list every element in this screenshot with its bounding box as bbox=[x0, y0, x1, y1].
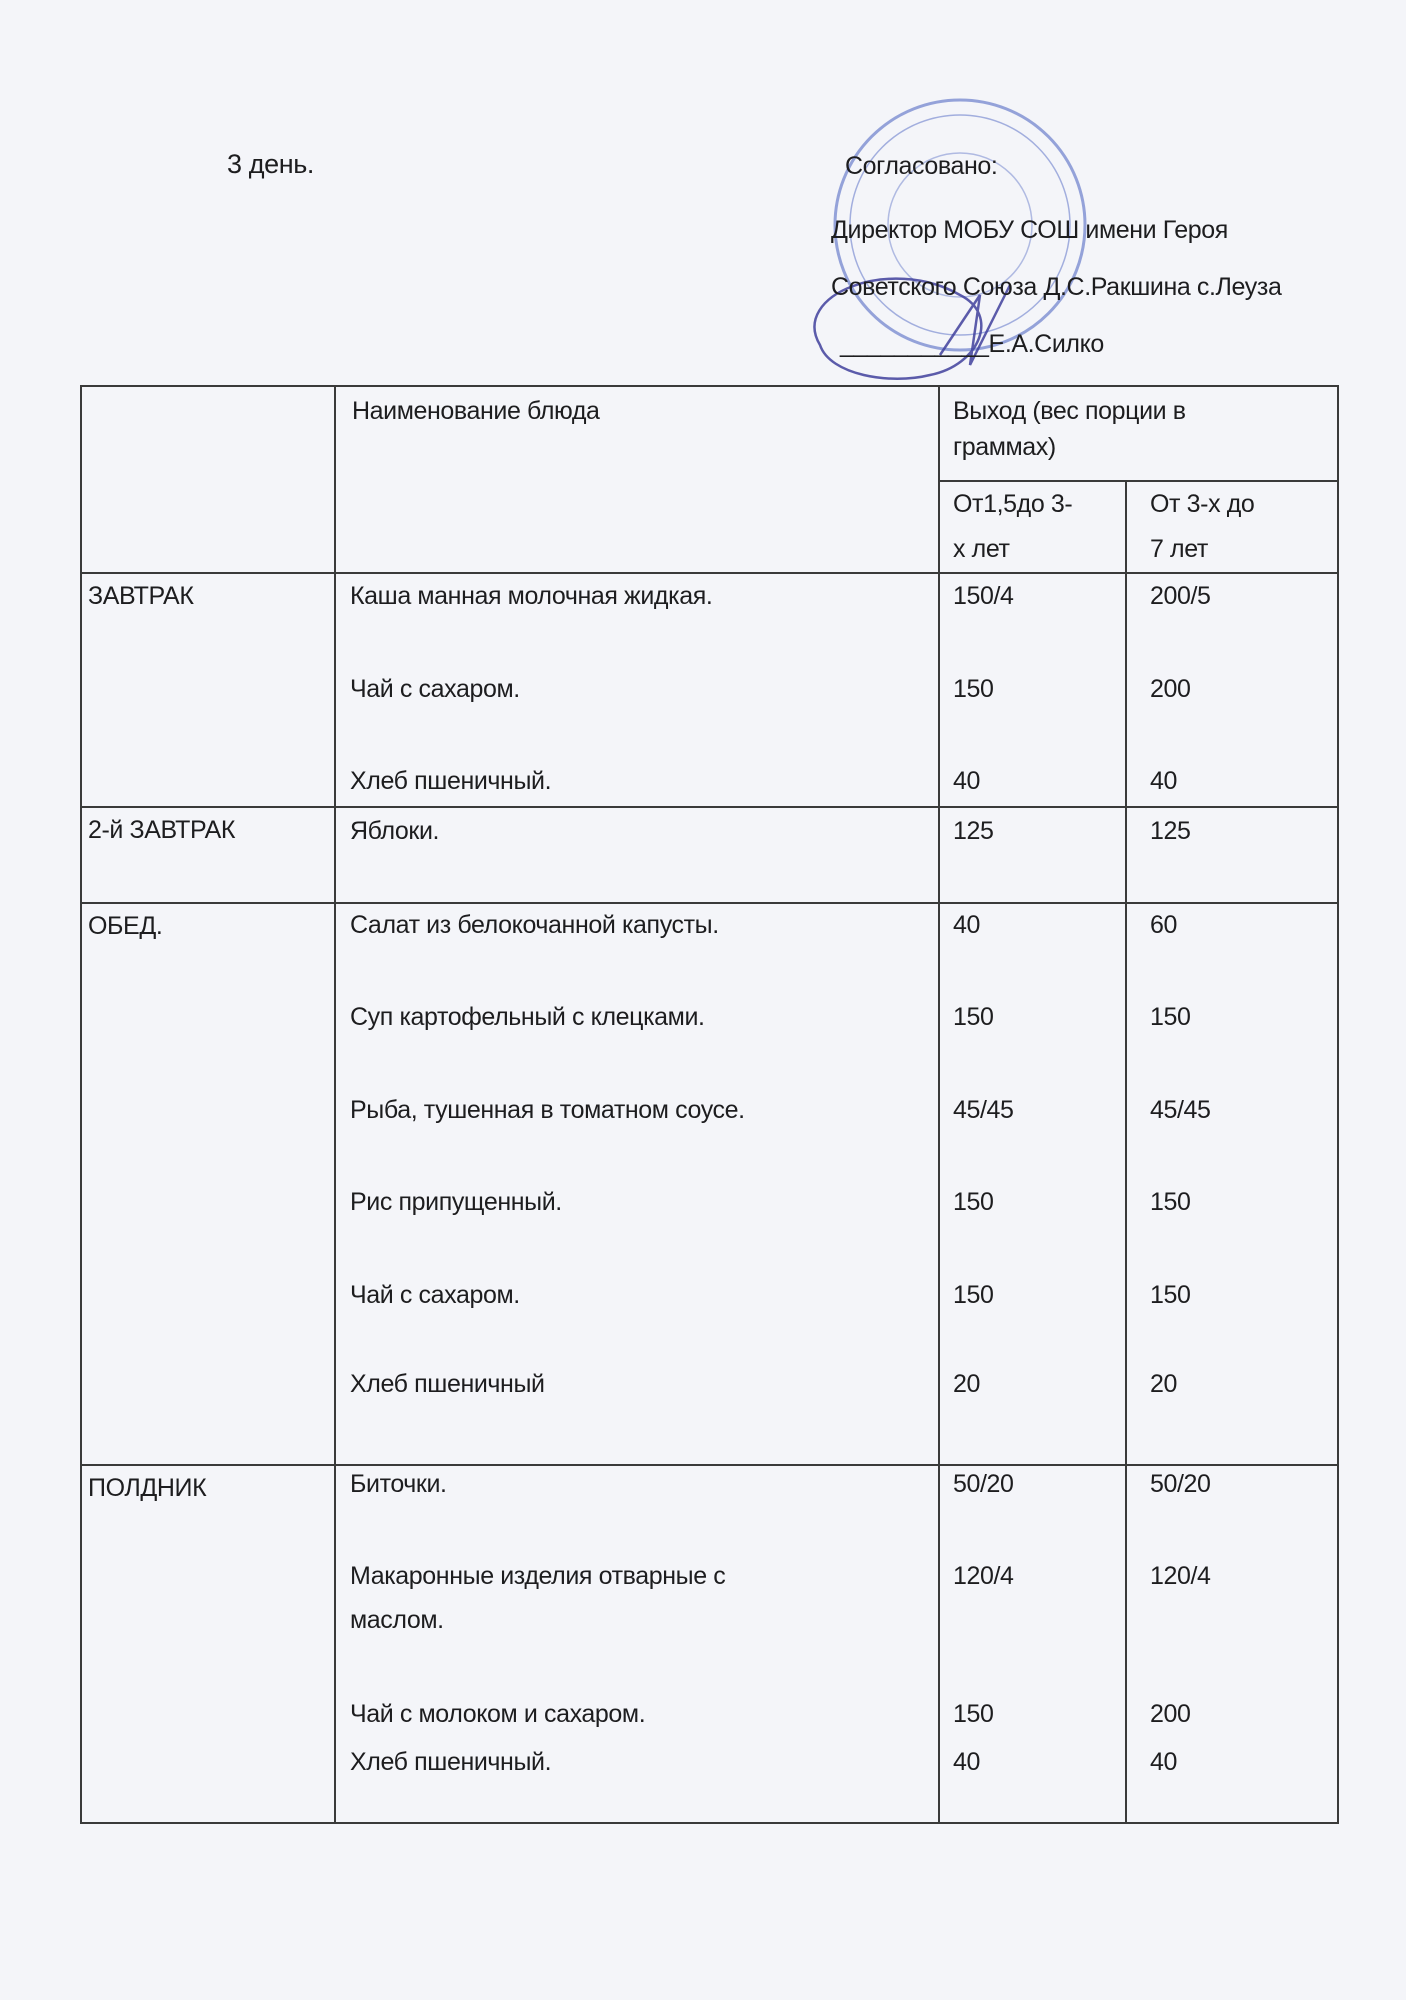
header-age-2: От 3-х до bbox=[1150, 490, 1255, 518]
yield-age-3-7: 200 bbox=[1150, 1700, 1191, 1728]
dish-name: Чай с сахаром. bbox=[350, 1281, 520, 1309]
header-age-1b: х лет bbox=[953, 535, 1010, 563]
dish-name: Суп картофельный с клецками. bbox=[350, 1003, 705, 1031]
yield-age-1-3: 40 bbox=[953, 1748, 981, 1776]
table-border bbox=[80, 1822, 1339, 1824]
table-border bbox=[1125, 480, 1127, 1822]
dish-name: Биточки. bbox=[350, 1470, 447, 1498]
yield-age-1-3: 50/20 bbox=[953, 1470, 1014, 1498]
yield-age-1-3: 150 bbox=[953, 1281, 994, 1309]
dish-name: Чай с сахаром. bbox=[350, 675, 520, 703]
header-age-2b: 7 лет bbox=[1150, 535, 1208, 563]
meal-name: ОБЕД. bbox=[88, 912, 163, 940]
yield-age-3-7: 150 bbox=[1150, 1281, 1191, 1309]
yield-age-1-3: 150 bbox=[953, 1700, 994, 1728]
dish-name: Рыба, тушенная в томатном соусе. bbox=[350, 1096, 745, 1124]
page-title: 3 день. bbox=[227, 149, 314, 179]
yield-age-1-3: 125 bbox=[953, 817, 994, 845]
header-yield: Выход (вес порции в bbox=[953, 397, 1186, 425]
yield-age-3-7: 200/5 bbox=[1150, 582, 1211, 610]
dish-name: Хлеб пшеничный. bbox=[350, 1748, 552, 1776]
yield-age-3-7: 125 bbox=[1150, 817, 1191, 845]
yield-age-1-3: 20 bbox=[953, 1370, 981, 1398]
approval-school: Советского Союза Д.С.Ракшина с.Леуза bbox=[831, 273, 1282, 301]
table-border bbox=[334, 385, 336, 1822]
yield-age-3-7: 50/20 bbox=[1150, 1470, 1211, 1498]
header-yield-2: граммах) bbox=[953, 433, 1056, 461]
meal-name: ЗАВТРАК bbox=[88, 582, 194, 610]
header-dish: Наименование блюда bbox=[352, 397, 600, 425]
signature-icon bbox=[813, 277, 1012, 380]
yield-age-1-3: 150 bbox=[953, 1003, 994, 1031]
yield-age-3-7: 120/4 bbox=[1150, 1562, 1211, 1590]
dish-name: Каша манная молочная жидкая. bbox=[350, 582, 713, 610]
meal-name: ПОЛДНИК bbox=[88, 1474, 207, 1502]
dish-name: Рис припущенный. bbox=[350, 1188, 562, 1216]
yield-age-3-7: 40 bbox=[1150, 767, 1178, 795]
dish-name: Яблоки. bbox=[350, 817, 440, 845]
yield-age-3-7: 20 bbox=[1150, 1370, 1178, 1398]
dish-name: Хлеб пшеничный bbox=[350, 1370, 545, 1398]
yield-age-3-7: 200 bbox=[1150, 675, 1191, 703]
approval-signature: ___________Е.А.Силко bbox=[840, 330, 1104, 358]
yield-age-3-7: 45/45 bbox=[1150, 1096, 1211, 1124]
table-border bbox=[1337, 385, 1339, 1822]
yield-age-1-3: 120/4 bbox=[953, 1562, 1014, 1590]
dish-name: Макаронные изделия отварные с bbox=[350, 1562, 726, 1590]
meal-name: 2-й ЗАВТРАК bbox=[88, 816, 236, 844]
approval-director: Директор МОБУ СОШ имени Героя bbox=[831, 216, 1228, 244]
yield-age-1-3: 150/4 bbox=[953, 582, 1014, 610]
table-border bbox=[80, 385, 1339, 387]
yield-age-3-7: 40 bbox=[1150, 1748, 1178, 1776]
table-border bbox=[80, 385, 82, 1822]
approval-label: Согласовано: bbox=[845, 152, 998, 180]
yield-age-1-3: 150 bbox=[953, 675, 994, 703]
table-border bbox=[80, 1464, 1339, 1466]
table-border bbox=[938, 480, 1337, 482]
dish-name: Хлеб пшеничный. bbox=[350, 767, 552, 795]
table-border bbox=[938, 385, 940, 1822]
dish-name: Чай с молоком и сахаром. bbox=[350, 1700, 646, 1728]
table-border bbox=[80, 806, 1339, 808]
yield-age-3-7: 150 bbox=[1150, 1003, 1191, 1031]
yield-age-3-7: 150 bbox=[1150, 1188, 1191, 1216]
table-border bbox=[80, 572, 1339, 574]
dish-name: Салат из белокочанной капусты. bbox=[350, 911, 719, 939]
dish-name: маслом. bbox=[350, 1606, 444, 1634]
official-stamp bbox=[813, 98, 1087, 380]
yield-age-1-3: 150 bbox=[953, 1188, 994, 1216]
table-border bbox=[80, 902, 1339, 904]
yield-age-1-3: 45/45 bbox=[953, 1096, 1014, 1124]
yield-age-3-7: 60 bbox=[1150, 911, 1178, 939]
yield-age-1-3: 40 bbox=[953, 767, 981, 795]
header-age-1: От1,5до 3- bbox=[953, 490, 1073, 518]
yield-age-1-3: 40 bbox=[953, 911, 981, 939]
